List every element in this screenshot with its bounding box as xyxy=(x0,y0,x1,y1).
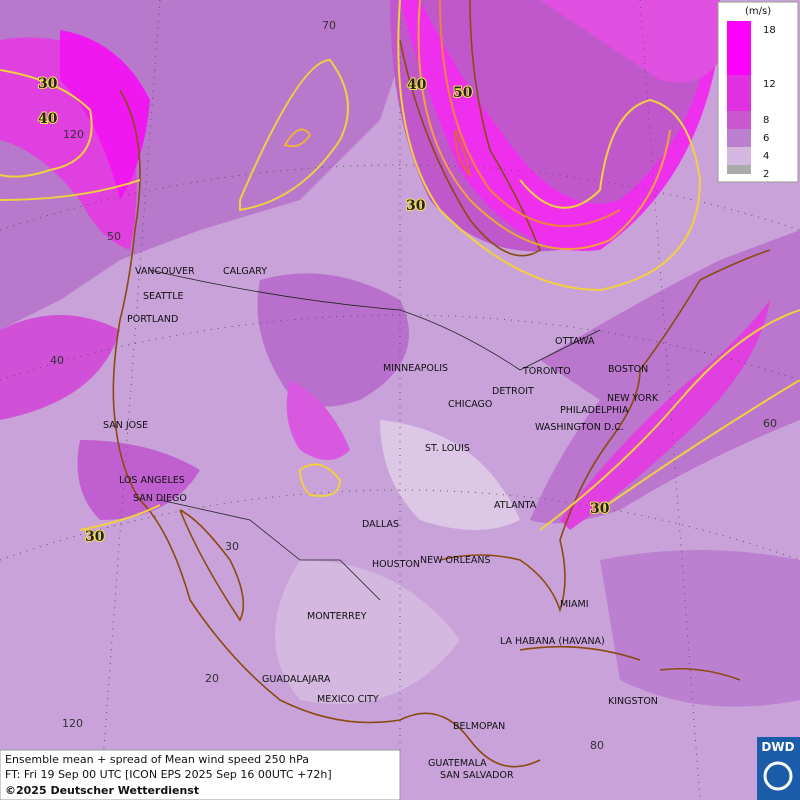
city-label: TORONTO xyxy=(522,366,571,377)
isotachs xyxy=(0,0,800,531)
city-label: GUADALAJARA xyxy=(262,674,331,685)
logo: DWD xyxy=(761,740,794,754)
legend-unit: (m/s) xyxy=(745,6,771,17)
contour-label: 40 xyxy=(407,77,427,93)
grid-label: 70 xyxy=(322,19,336,32)
wind-field xyxy=(0,0,800,707)
contour-label: 30 xyxy=(406,198,426,214)
city-label: ST. LOUIS xyxy=(425,443,470,454)
city-label: ATLANTA xyxy=(494,500,537,511)
city-label: MINNEAPOLIS xyxy=(383,363,448,374)
grid-label: 120 xyxy=(62,717,83,730)
grid-label: 50 xyxy=(107,230,121,243)
city-label: NEW ORLEANS xyxy=(420,555,491,566)
legend-tick: 4 xyxy=(763,151,769,162)
coastlines xyxy=(112,0,771,768)
city-label: WASHINGTON D.C. xyxy=(535,422,624,433)
city-label: DETROIT xyxy=(492,386,534,397)
footer-box xyxy=(0,749,401,800)
city-label: CHICAGO xyxy=(448,399,492,410)
contour-labels: 30 40 40 50 30 30 30 xyxy=(37,75,611,546)
city-label: MONTERREY xyxy=(307,611,367,622)
city-label: KINGSTON xyxy=(608,696,658,707)
legend-swatch xyxy=(727,129,751,147)
contour-label: 40 xyxy=(38,111,58,127)
city-label: HOUSTON xyxy=(372,559,420,570)
city-label: CALGARY xyxy=(223,266,267,277)
grid-label: 20 xyxy=(205,672,219,685)
legend-tick: 6 xyxy=(763,133,769,144)
city-label: VANCOUVER xyxy=(135,266,195,277)
legend-swatch xyxy=(727,21,751,75)
city-label: LA HABANA (HAVANA) xyxy=(500,636,605,647)
legend-tick: 8 xyxy=(763,115,769,126)
city-label: GUATEMALA xyxy=(428,758,487,769)
grid-labels: 70 120 50 40 60 30 20 120 80 xyxy=(50,19,777,752)
city-label: BELMOPAN xyxy=(453,721,505,732)
grid-label: 120 xyxy=(63,128,84,141)
footer-line: FT: Fri 19 Sep 00 UTC [ICON EPS 2025 Sep… xyxy=(5,768,332,781)
city-labels: VANCOUVER CALGARY SEATTLE PORTLAND MINNEAPOL… xyxy=(103,266,659,781)
legend-tick: 12 xyxy=(763,79,776,90)
city-label: SEATTLE xyxy=(143,291,184,302)
city-label: PORTLAND xyxy=(127,314,178,325)
legend-tick: 2 xyxy=(763,169,769,180)
grid-label: 60 xyxy=(763,417,777,430)
city-label: OTTAWA xyxy=(555,336,595,347)
city-label: NEW YORK xyxy=(607,393,659,404)
legend-tick: 18 xyxy=(763,25,776,36)
contour-label: 50 xyxy=(453,85,473,101)
grid-label: 30 xyxy=(225,540,239,553)
city-label: LOS ANGELES xyxy=(119,475,185,486)
legend-swatch xyxy=(727,111,751,129)
grid-label: 80 xyxy=(590,739,604,752)
city-label: MEXICO CITY xyxy=(317,694,379,705)
contour-label: 30 xyxy=(85,529,105,545)
footer-line: ©2025 Deutscher Wetterdienst xyxy=(5,784,199,797)
contour-label: 30 xyxy=(590,501,610,517)
legend-swatch xyxy=(727,165,751,174)
city-label: SAN JOSE xyxy=(103,420,148,431)
footer-line: Ensemble mean + spread of Mean wind spee… xyxy=(5,753,309,766)
logo-icon xyxy=(763,761,793,791)
city-label: MIAMI xyxy=(560,599,589,610)
legend-swatch xyxy=(727,147,751,165)
legend: (m/s) 18 12 8 6 4 2 xyxy=(717,1,799,183)
city-label: PHILADELPHIA xyxy=(560,405,629,416)
city-label: SAN SALVADOR xyxy=(440,770,514,781)
legend-swatch xyxy=(727,75,751,111)
city-label: BOSTON xyxy=(608,364,648,375)
city-label: DALLAS xyxy=(362,519,399,530)
footer: Ensemble mean + spread of Mean wind spee… xyxy=(0,737,800,800)
contour-label: 30 xyxy=(38,76,58,92)
city-label: SAN DIEGO xyxy=(133,493,187,504)
grid-label: 40 xyxy=(50,354,64,367)
borders xyxy=(149,269,601,601)
